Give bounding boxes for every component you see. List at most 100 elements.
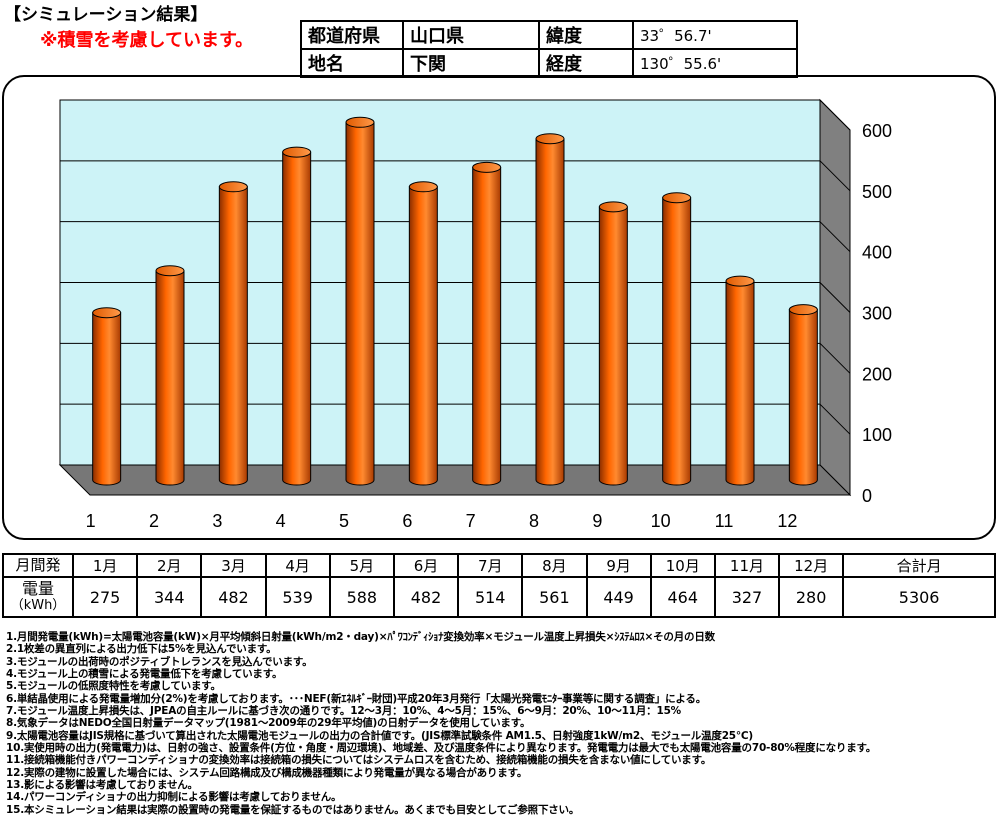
note-item: 4.モジュール上の積雪による発電量低下を考慮しています。 <box>6 668 283 681</box>
value-cell: 561 <box>521 576 588 618</box>
bar <box>282 146 312 486</box>
chart-floor <box>58 464 852 496</box>
total-value: 5306 <box>842 576 996 618</box>
bar <box>218 181 248 486</box>
bar-body <box>535 138 565 486</box>
gridline-side <box>819 99 851 131</box>
lon-value: 130゜55.6' <box>632 48 798 78</box>
chart-frame <box>2 75 996 540</box>
bar-cap <box>725 275 755 287</box>
note-item: 9.太陽電池容量はJIS規格に基づいて算出された太陽電池モジュールの出力の合計値… <box>6 729 754 742</box>
bar-cap <box>408 181 438 193</box>
bar-body <box>218 186 248 486</box>
value-cell: 449 <box>585 576 652 618</box>
x-tick-label: 9 <box>592 511 602 531</box>
bar-cap <box>155 265 185 277</box>
value-cell: 280 <box>778 576 845 618</box>
notes-list: 1.月間発電量(kWh)=太陽電池容量(kW)×月平均傾斜日射量(kWh/m2・… <box>6 631 996 816</box>
x-tick-label: 8 <box>529 511 539 531</box>
x-tick-label: 6 <box>402 511 412 531</box>
y-tick-label: 200 <box>862 364 892 384</box>
bar-cap <box>282 146 312 158</box>
bar-body <box>92 312 122 486</box>
value-cell: 539 <box>264 576 331 618</box>
bar-body <box>282 151 312 486</box>
bar <box>472 161 502 486</box>
snow-note: ※積雪を考慮しています。 <box>40 30 254 51</box>
month-cell: 12月 <box>778 553 845 578</box>
bar <box>92 307 122 486</box>
bar-body <box>472 166 502 486</box>
bar <box>408 181 438 486</box>
note-item: 14.パワーコンディショナの出力抑制による影響は考慮しておりません。 <box>6 791 342 804</box>
bar <box>788 304 818 486</box>
row-head-2: 電量 （kWh） <box>2 576 74 618</box>
row-head-2b: （kWh） <box>10 598 66 613</box>
month-cell: 4月 <box>264 553 331 578</box>
bar-cap <box>345 116 375 128</box>
bar-body <box>345 121 375 486</box>
pref-value: 山口県 <box>402 20 540 50</box>
bar-body <box>725 280 755 486</box>
note-item: 11.接続箱機能付きパワーコンディショナの変換効率は接続箱の損失についてはシステ… <box>6 754 712 767</box>
y-tick-label: 300 <box>862 304 892 324</box>
month-cell: 7月 <box>457 553 524 578</box>
lat-label: 緯度 <box>538 20 634 50</box>
x-tick-label: 7 <box>466 511 476 531</box>
bar-cap <box>788 304 818 316</box>
pref-label: 都道府県 <box>300 20 404 50</box>
gridline-side <box>819 342 851 374</box>
bar-body <box>662 197 692 486</box>
bar-body <box>598 206 628 486</box>
note-item: 10.実使用時の出力(発電電力)は、日射の強さ、設置条件(方位・角度・周辺環境)… <box>6 742 877 755</box>
y-tick-label: 600 <box>862 121 892 141</box>
x-tick-label: 5 <box>339 511 349 531</box>
bar-body <box>788 309 818 486</box>
total-label: 合計月 <box>842 553 996 578</box>
note-item: 15.本シミュレーション結果は実際の設置時の発電量を保証するものではありません。… <box>6 803 580 816</box>
x-tick-label: 10 <box>651 511 671 531</box>
place-label: 地名 <box>300 48 404 78</box>
bar-cap <box>598 201 628 213</box>
row-head-1: 月間発 <box>2 553 74 578</box>
bar <box>345 116 375 486</box>
value-cell: 344 <box>136 576 203 618</box>
note-item: 3.モジュールの出荷時のポジティブトレランスを見込んでいます。 <box>6 655 313 668</box>
bar-body <box>155 270 185 486</box>
month-cell: 3月 <box>200 553 267 578</box>
note-item: 12.実際の建物に設置した場合には、システム回路構成及び構成機器種類により発電量… <box>6 766 528 779</box>
month-cell: 9月 <box>585 553 652 578</box>
bar-cap <box>662 192 692 204</box>
month-cell: 10月 <box>649 553 716 578</box>
note-item: 7.モジュール温度上昇損失は、JPEAの自主ルールに基づき次の通りです。12～3… <box>6 705 682 718</box>
value-cell: 275 <box>71 576 139 618</box>
gridline-side <box>819 221 851 253</box>
lon-label: 経度 <box>538 48 634 78</box>
page-title: 【シミュレーション結果】 <box>4 5 208 25</box>
bar <box>598 201 628 486</box>
note-item: 6.単結晶使用による発電量増加分(2%)を考慮しております。･･･NEF(新ｴﾈ… <box>6 692 707 705</box>
bar-body <box>408 186 438 486</box>
x-tick-label: 12 <box>777 511 797 531</box>
month-cell: 11月 <box>713 553 781 578</box>
x-tick-label: 2 <box>149 511 159 531</box>
value-cell: 482 <box>200 576 267 618</box>
x-tick-label: 4 <box>276 511 286 531</box>
value-cell: 514 <box>457 576 524 618</box>
bar-cap <box>535 133 565 145</box>
x-tick-label: 3 <box>212 511 222 531</box>
x-tick-label: 11 <box>715 511 734 531</box>
value-cell: 482 <box>392 576 460 618</box>
bar-cap <box>92 307 122 319</box>
note-item: 8.気象データはNEDO全国日射量データマップ(1981～2009年の29年平均… <box>6 717 531 730</box>
y-tick-label: 400 <box>862 243 892 263</box>
note-item: 5.モジュールの低照度特性を考慮しています。 <box>6 680 221 693</box>
bar <box>725 275 755 486</box>
bar-cap <box>472 161 502 173</box>
month-cell: 6月 <box>392 553 460 578</box>
y-tick-label: 500 <box>862 182 892 202</box>
value-cell: 588 <box>328 576 395 618</box>
y-tick-label: 100 <box>862 425 892 445</box>
lat-value: 33゜56.7' <box>632 20 798 50</box>
